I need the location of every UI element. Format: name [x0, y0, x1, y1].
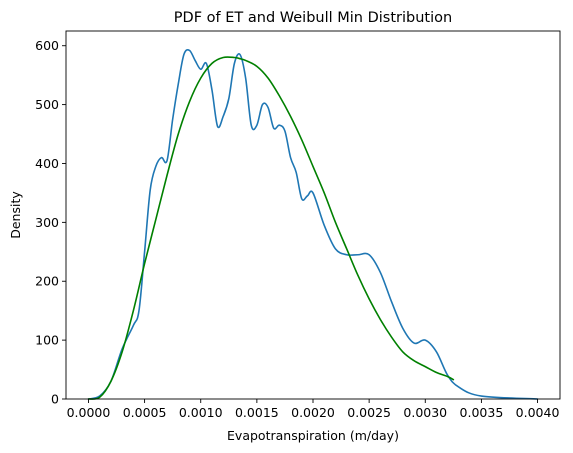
x-tick-label: 0.0000 [67, 405, 111, 420]
x-tick-label: 0.0005 [123, 405, 167, 420]
x-tick-label: 0.0025 [347, 405, 391, 420]
y-tick-label: 400 [35, 156, 59, 171]
x-tick-label: 0.0035 [460, 405, 504, 420]
y-tick-label: 0 [51, 392, 59, 407]
x-tick-label: 0.0040 [516, 405, 560, 420]
y-axis-label: Density [8, 191, 23, 239]
x-tick-label: 0.0030 [403, 405, 447, 420]
plot-frame [65, 30, 561, 400]
y-tick-label: 100 [35, 333, 59, 348]
series-layer [87, 49, 539, 400]
y-tick-label: 600 [35, 38, 59, 53]
x-axis-label: Evapotranspiration (m/day) [227, 428, 399, 443]
chart-title: PDF of ET and Weibull Min Distribution [174, 10, 452, 26]
plot-area-background [66, 31, 560, 399]
series-line-2 [87, 56, 455, 400]
y-tick-label: 200 [35, 274, 59, 289]
y-tick-label: 500 [35, 97, 59, 112]
plot-area [66, 31, 560, 399]
y-tick-label: 300 [35, 215, 59, 230]
x-tick-label: 0.0015 [235, 405, 279, 420]
series-line-1 [87, 49, 539, 400]
x-tick-label: 0.0020 [291, 405, 335, 420]
axes-layer: 0.0000 0.0005 0.0010 0.0015 0.0020 0.0025 0.00… [35, 38, 559, 420]
x-tick-label: 0.0010 [179, 405, 223, 420]
